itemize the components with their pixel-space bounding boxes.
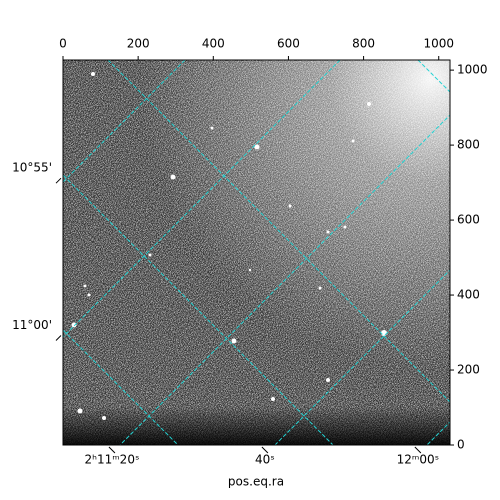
y-tick-label: 0: [457, 438, 465, 452]
y-tick-label: 600: [457, 213, 480, 227]
y-tick-label: 200: [457, 363, 480, 377]
stars: [71, 72, 387, 420]
ra-tick-label: 12ᵐ00ˢ: [397, 453, 440, 467]
x-tick-label: 1000: [423, 37, 454, 51]
ra-tick: [108, 446, 116, 454]
dec-tick-label: 11°00': [12, 318, 52, 332]
y-tick-label: 800: [457, 138, 480, 152]
x-tick-label: 0: [59, 37, 67, 51]
x-tick-label: 400: [202, 37, 225, 51]
dec-tick: [55, 177, 62, 184]
ra-tick-label: 40ˢ: [255, 453, 275, 467]
ra-tick-label: 2ʰ11ᵐ20ˢ: [84, 453, 139, 467]
ra-tick: [261, 446, 269, 454]
y-tick-label: 1000: [457, 63, 488, 77]
plot-frame: [62, 59, 451, 446]
ra-tick: [414, 446, 422, 454]
dec-tick-label: 10°55': [12, 161, 52, 175]
dec-tick: [55, 335, 62, 341]
x-tick-label: 600: [277, 37, 300, 51]
y-tick-label: 400: [457, 288, 480, 302]
x-tick-label: 200: [127, 37, 150, 51]
x-axis-label: pos.eq.ra: [228, 475, 284, 489]
sky-image: [63, 60, 450, 445]
coordinate-grid: [63, 60, 450, 445]
x-tick-label: 800: [352, 37, 375, 51]
